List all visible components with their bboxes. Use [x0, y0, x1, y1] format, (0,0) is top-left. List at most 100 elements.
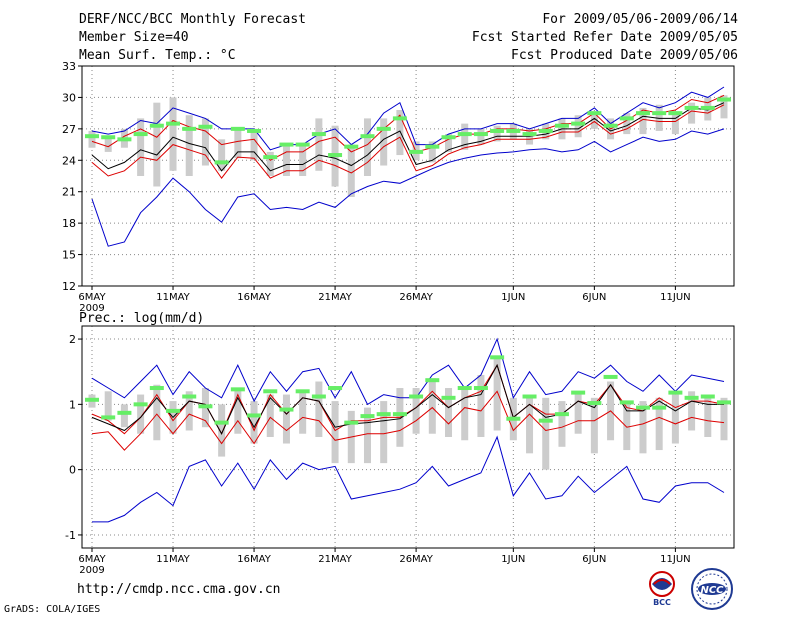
forecast-marker	[652, 405, 667, 410]
ensemble-bar	[266, 394, 274, 437]
forecast-marker	[619, 400, 634, 405]
ensemble-bar	[542, 397, 550, 470]
ensemble-bar	[234, 388, 242, 434]
forecast-marker	[182, 394, 197, 399]
ensemble-bar	[88, 130, 96, 148]
series-line-lower	[91, 390, 725, 451]
forecast-marker	[230, 126, 245, 131]
forecast-marker	[571, 121, 586, 126]
forecast-marker	[619, 116, 634, 121]
forecast-marker	[490, 355, 505, 360]
forecast-marker	[360, 134, 375, 139]
x-tick-label: 6JUN	[582, 292, 606, 303]
forecast-marker	[668, 111, 683, 116]
forecast-marker	[149, 386, 164, 391]
x-tick-label: 21MAY	[318, 292, 352, 303]
ensemble-bar	[493, 355, 501, 431]
forecast-marker	[182, 126, 197, 131]
y-tick-label: 27	[62, 123, 76, 136]
ensemble-bar	[445, 388, 453, 437]
forecast-marker	[360, 414, 375, 419]
produced-date: Fcst Produced Date 2009/05/06	[511, 48, 738, 63]
x-tick-label: 16MAY	[237, 292, 271, 303]
x-tick-label: 11MAY	[156, 292, 190, 303]
ensemble-bar	[250, 128, 258, 161]
forecast-marker	[230, 387, 245, 392]
forecast-marker	[603, 374, 618, 379]
ensemble-bar	[655, 397, 663, 451]
series-line-mean	[91, 363, 724, 435]
forecast-marker	[247, 413, 262, 418]
forecast-marker	[409, 394, 424, 399]
forecast-marker	[425, 144, 440, 149]
ensemble-bar	[282, 394, 290, 444]
ensemble-bar	[526, 397, 534, 454]
ensemble-bar	[428, 378, 436, 434]
forecast-marker	[603, 123, 618, 128]
x-tick-label: 1JUN	[501, 554, 525, 565]
forecast-marker	[247, 128, 262, 133]
ensemble-bar	[477, 128, 485, 145]
ensemble-bar	[363, 118, 371, 176]
forecast-marker	[522, 132, 537, 137]
ensemble-bar	[461, 388, 469, 441]
forecast-marker	[457, 132, 472, 137]
ensemble-bar	[282, 144, 290, 176]
ensemble-bar	[671, 113, 679, 135]
forecast-marker	[198, 404, 213, 409]
ncc-logo-text: NCC	[700, 585, 724, 596]
ensemble-bar	[412, 388, 420, 434]
forecast-marker	[279, 407, 294, 412]
ensemble-bar	[153, 102, 161, 187]
series-line-upper	[91, 94, 725, 161]
x-tick-label: 16MAY	[237, 554, 271, 565]
ensemble-bar	[137, 118, 145, 176]
forecast-marker	[376, 126, 391, 131]
forecast-marker	[279, 142, 294, 147]
chart-panel-1: 12 15 18 21 24 27 30 33 6MAY 11MAY 16MAY 21MAY 26MAY…	[62, 60, 735, 314]
x-tick-label: 26MAY	[399, 292, 433, 303]
y-tick-label: 33	[62, 60, 76, 73]
forecast-marker	[328, 386, 343, 391]
forecast-marker	[409, 149, 424, 154]
forecast-marker	[700, 105, 715, 110]
ensemble-bar	[639, 401, 647, 454]
ensemble-bar	[299, 144, 307, 176]
series-line-max	[91, 86, 725, 151]
ensemble-bar	[623, 113, 631, 135]
forecast-marker	[149, 123, 164, 128]
forecast-marker	[311, 394, 326, 399]
ensemble-bar	[250, 401, 258, 444]
forecast-marker	[635, 405, 650, 410]
forecast-period: For 2009/05/06-2009/06/14	[542, 12, 738, 27]
ensemble-bar	[558, 401, 566, 447]
forecast-marker	[101, 415, 116, 420]
ensemble-bar	[461, 123, 469, 150]
ensemble-bar	[169, 97, 177, 171]
forecast-marker	[635, 111, 650, 116]
y-tick-label: -1	[65, 529, 76, 542]
ensemble-bar	[380, 118, 388, 166]
ensemble-bar	[120, 404, 128, 428]
forecast-marker	[587, 111, 602, 116]
plot-frame	[81, 65, 735, 287]
grads-credit: GrADS: COLA/IGES	[4, 604, 101, 615]
forecast-marker	[571, 390, 586, 395]
plot-frame	[81, 325, 735, 549]
forecast-marker	[166, 121, 181, 126]
ensemble-bar	[704, 394, 712, 437]
forecast-marker	[522, 394, 537, 399]
series-line-mean	[91, 102, 725, 172]
ensemble-bar	[185, 391, 193, 431]
chart-title: DERF/NCC/BCC Monthly Forecast	[79, 12, 306, 27]
ensemble-bar	[363, 407, 371, 464]
bcc-logo-icon: BCC	[649, 571, 675, 607]
y-tick-label: 24	[62, 154, 76, 167]
footer-url[interactable]: http://cmdp.ncc.cma.gov.cn	[77, 582, 281, 597]
forecast-marker	[263, 389, 278, 394]
ensemble-bar	[315, 118, 323, 171]
forecast-marker	[166, 408, 181, 413]
forecast-marker	[344, 420, 359, 425]
forecast-marker	[295, 389, 310, 394]
